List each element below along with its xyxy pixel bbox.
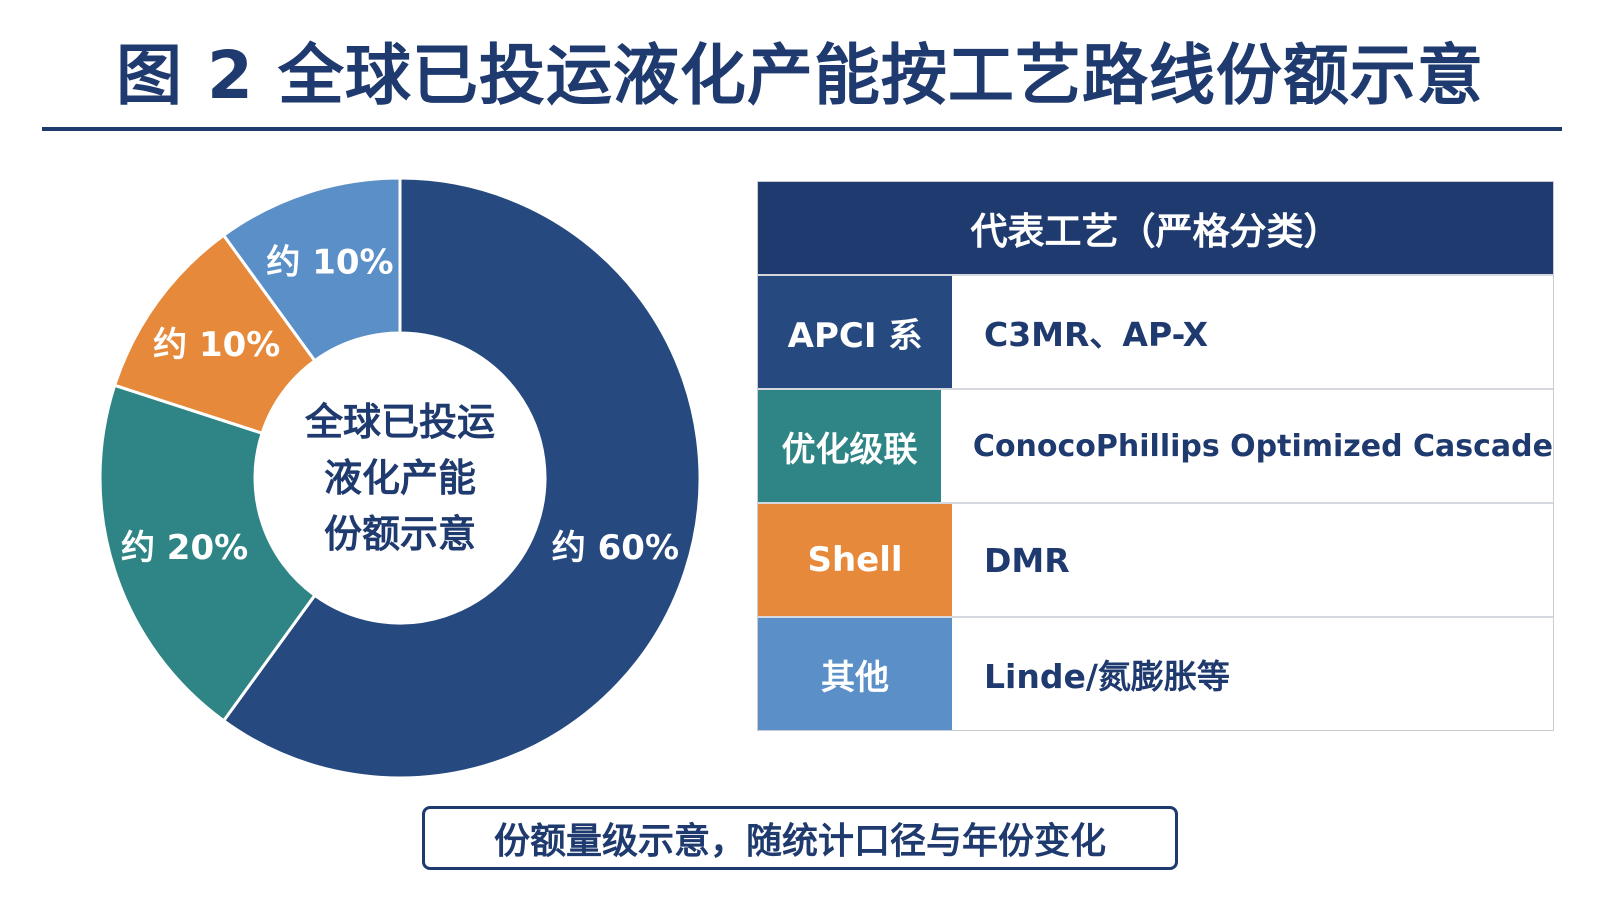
row-value: DMR bbox=[984, 540, 1070, 580]
title-divider bbox=[42, 127, 1562, 131]
center-label-line: 全球已投运 bbox=[304, 400, 495, 444]
row-category: 优化级联 bbox=[758, 390, 941, 502]
row-value: ConocoPhillips Optimized Cascade bbox=[972, 428, 1553, 464]
row-value: C3MR、AP-X bbox=[984, 315, 1209, 354]
slice-label: 约 10% bbox=[266, 243, 393, 283]
donut-slice bbox=[221, 176, 702, 780]
row-category: Shell bbox=[758, 504, 952, 616]
slice-label: 约 10% bbox=[153, 325, 280, 365]
table-row: 优化级联 ConocoPhillips Optimized Cascade bbox=[758, 388, 1553, 502]
center-label-line: 液化产能 bbox=[324, 456, 476, 500]
row-category: 其他 bbox=[758, 618, 952, 730]
process-table: 代表工艺（严格分类） APCI 系 C3MR、AP-X 优化级联 ConocoP… bbox=[757, 181, 1554, 731]
table-row: APCI 系 C3MR、AP-X bbox=[758, 274, 1553, 388]
footnote-box: 份额量级示意，随统计口径与年份变化 bbox=[422, 806, 1178, 870]
table-row: 其他 Linde/氮膨胀等 bbox=[758, 616, 1553, 730]
slice-label: 约 20% bbox=[121, 528, 248, 568]
row-category: APCI 系 bbox=[758, 276, 952, 388]
table-header: 代表工艺（严格分类） bbox=[758, 182, 1553, 274]
row-value: Linde/氮膨胀等 bbox=[984, 657, 1230, 696]
slice-label: 约 60% bbox=[552, 528, 679, 568]
table-row: Shell DMR bbox=[758, 502, 1553, 616]
donut-slice bbox=[98, 383, 317, 723]
donut-slice bbox=[221, 176, 402, 363]
center-label-line: 份额示意 bbox=[324, 512, 476, 556]
donut-hole bbox=[256, 334, 544, 622]
page-title: 图 2 全球已投运液化产能按工艺路线份额示意 bbox=[116, 37, 1484, 114]
